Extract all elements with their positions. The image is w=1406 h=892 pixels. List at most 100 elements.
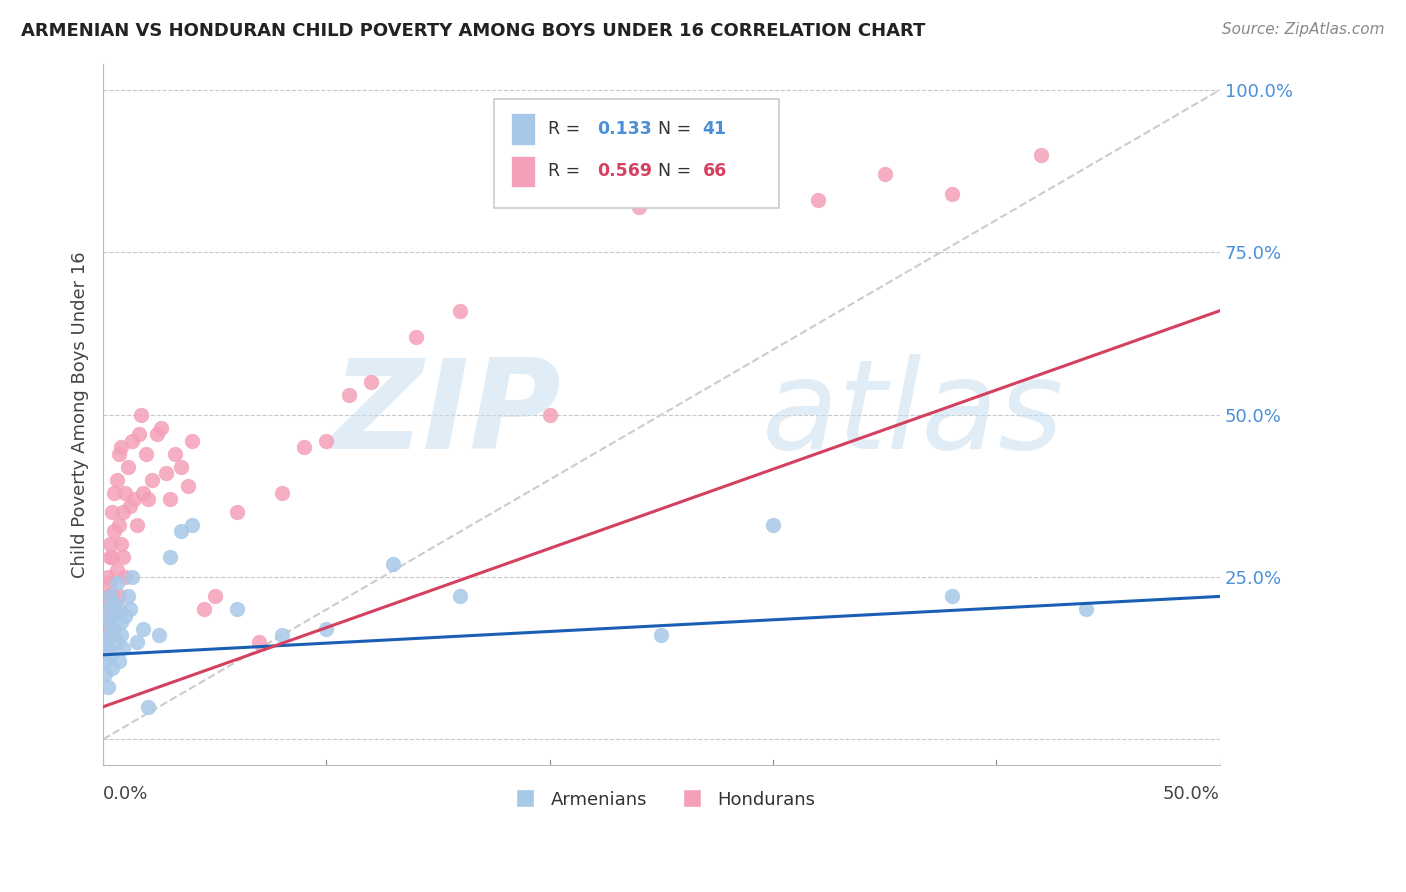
Point: [98, 537, 121, 551]
Bar: [510, 113, 536, 145]
Point: [181, 518, 204, 533]
Point: [129, 408, 152, 422]
Point: [315, 434, 337, 448]
Point: [360, 375, 382, 389]
Point: [101, 505, 124, 519]
Point: [94, 590, 117, 604]
Point: [125, 518, 148, 533]
Point: [94, 667, 117, 681]
Point: [135, 447, 157, 461]
Point: [145, 427, 167, 442]
Point: [150, 420, 173, 434]
Point: [155, 466, 177, 480]
Point: [538, 408, 561, 422]
Point: [117, 459, 139, 474]
Y-axis label: Child Poverty Among Boys Under 16: Child Poverty Among Boys Under 16: [72, 252, 89, 578]
Point: [107, 602, 129, 616]
Point: [132, 485, 155, 500]
Point: [118, 602, 141, 616]
Point: [110, 440, 132, 454]
Text: 66: 66: [703, 162, 727, 180]
Point: [337, 388, 360, 402]
Point: [117, 590, 139, 604]
Text: R =: R =: [547, 162, 585, 180]
Point: [97, 602, 120, 616]
Point: [103, 524, 125, 539]
Point: [112, 641, 135, 656]
Text: N =: N =: [658, 120, 697, 138]
Point: [538, 180, 561, 194]
Point: [136, 699, 159, 714]
Point: [94, 635, 117, 649]
Point: [193, 602, 215, 616]
Point: [1029, 148, 1052, 162]
Text: 0.133: 0.133: [596, 120, 651, 138]
Point: [292, 440, 315, 454]
Point: [114, 608, 136, 623]
Point: [98, 648, 121, 662]
Point: [114, 485, 136, 500]
Text: ARMENIAN VS HONDURAN CHILD POVERTY AMONG BOYS UNDER 16 CORRELATION CHART: ARMENIAN VS HONDURAN CHILD POVERTY AMONG…: [21, 22, 925, 40]
Point: [163, 447, 186, 461]
Point: [101, 661, 124, 675]
Point: [94, 602, 117, 616]
Point: [105, 576, 128, 591]
Point: [226, 505, 249, 519]
Point: [628, 200, 651, 214]
Point: [121, 434, 143, 448]
Point: [107, 654, 129, 668]
Point: [315, 622, 337, 636]
Text: 0.569: 0.569: [596, 162, 651, 180]
Point: [107, 447, 129, 461]
Point: [807, 194, 830, 208]
Point: [650, 628, 672, 642]
Point: [97, 590, 120, 604]
Point: [170, 459, 193, 474]
Point: [181, 434, 204, 448]
Point: [177, 479, 200, 493]
Point: [98, 590, 121, 604]
Point: [270, 485, 292, 500]
Text: 50.0%: 50.0%: [1163, 785, 1220, 803]
Point: [941, 590, 963, 604]
Point: [97, 641, 120, 656]
Point: [105, 635, 128, 649]
Text: ZIP: ZIP: [332, 354, 561, 475]
Point: [107, 590, 129, 604]
Point: [103, 622, 125, 636]
Text: Source: ZipAtlas.com: Source: ZipAtlas.com: [1222, 22, 1385, 37]
Point: [98, 576, 121, 591]
Text: 41: 41: [703, 120, 727, 138]
Point: [97, 622, 120, 636]
Point: [382, 557, 405, 571]
Point: [449, 303, 471, 318]
Point: [97, 615, 120, 630]
Point: [148, 628, 170, 642]
Point: [1074, 602, 1097, 616]
Legend: Armenians, Hondurans: Armenians, Hondurans: [501, 783, 823, 816]
Point: [110, 628, 132, 642]
Point: [94, 615, 117, 630]
Point: [226, 602, 249, 616]
Point: [103, 602, 125, 616]
Text: R =: R =: [547, 120, 585, 138]
Point: [112, 505, 135, 519]
Point: [128, 427, 150, 442]
Point: [97, 570, 120, 584]
Point: [103, 485, 125, 500]
Point: [141, 473, 163, 487]
Point: [405, 329, 427, 343]
Point: [873, 168, 896, 182]
FancyBboxPatch shape: [494, 99, 779, 208]
Point: [94, 654, 117, 668]
Point: [762, 518, 785, 533]
Point: [170, 524, 193, 539]
Point: [132, 622, 155, 636]
Point: [112, 550, 135, 565]
Point: [121, 570, 143, 584]
Point: [159, 550, 181, 565]
Point: [118, 499, 141, 513]
Point: [125, 635, 148, 649]
Point: [110, 537, 132, 551]
Point: [101, 590, 124, 604]
